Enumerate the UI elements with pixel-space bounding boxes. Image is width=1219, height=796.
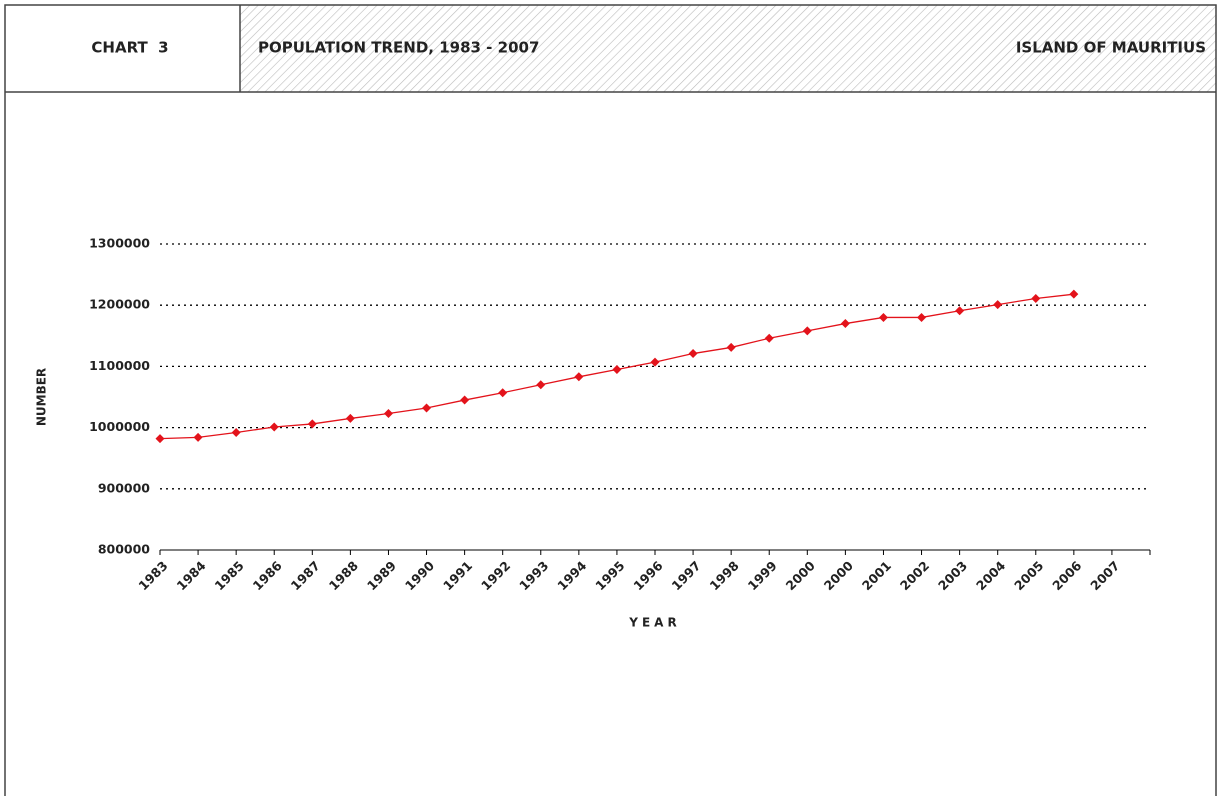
point — [574, 372, 584, 382]
chart-label: CHART 3 — [91, 39, 168, 57]
x-tick-label: 1984 — [173, 558, 208, 593]
point — [650, 357, 660, 367]
y-tick-label: 1300000 — [89, 236, 150, 251]
point — [764, 333, 774, 343]
x-tick-label: 1985 — [212, 558, 247, 593]
point — [993, 300, 1003, 310]
point — [498, 388, 508, 398]
x-tick-label: 1991 — [440, 558, 475, 593]
x-tick-label: 1997 — [668, 558, 703, 593]
point — [688, 349, 698, 359]
y-axis-label: NUMBER — [35, 368, 49, 426]
point — [840, 319, 850, 329]
x-tick-label: 2000 — [783, 558, 818, 593]
header-hatch — [240, 5, 1216, 92]
x-tick-label: 1983 — [135, 558, 170, 593]
x-tick-label: 1990 — [402, 558, 437, 593]
point — [536, 380, 546, 390]
x-tick-label: 1998 — [707, 558, 742, 593]
x-tick-label: 2000 — [821, 558, 856, 593]
x-tick-label: 2003 — [935, 558, 970, 593]
x-tick-label: 2004 — [973, 558, 1008, 593]
x-tick-label: 1988 — [326, 558, 361, 593]
x-tick-label: 2001 — [859, 558, 894, 593]
x-tick-label: 1992 — [478, 558, 513, 593]
x-tick-label: 1986 — [250, 558, 285, 593]
point — [1069, 289, 1079, 299]
point — [383, 409, 393, 419]
x-tick-label: 2002 — [897, 558, 932, 593]
point — [1031, 293, 1041, 303]
x-tick-label: 1993 — [516, 558, 551, 593]
x-tick-label: 1996 — [630, 558, 665, 593]
point — [878, 312, 888, 322]
x-tick-label: 2006 — [1049, 558, 1084, 593]
x-tick-label: 1995 — [592, 558, 627, 593]
point — [802, 326, 812, 336]
y-tick-label: 1100000 — [89, 358, 150, 373]
y-tick-label: 900000 — [98, 480, 150, 495]
x-tick-label: 1989 — [364, 558, 399, 593]
x-tick-label: 2007 — [1087, 558, 1122, 593]
point — [460, 395, 470, 405]
y-tick-label: 800000 — [98, 542, 150, 557]
x-tick-label: 1987 — [288, 558, 323, 593]
y-tick-label: 1000000 — [89, 419, 150, 434]
x-tick-label: 1994 — [554, 558, 589, 593]
point — [955, 306, 965, 316]
point — [422, 403, 432, 413]
x-tick-label: 2005 — [1011, 558, 1046, 593]
x-axis-label: YEAR — [628, 616, 680, 630]
chart-title: POPULATION TREND, 1983 - 2007 — [258, 39, 539, 57]
point — [726, 342, 736, 352]
point — [612, 364, 622, 374]
point — [345, 413, 355, 423]
x-tick-label: 1999 — [745, 558, 780, 593]
point — [231, 427, 241, 437]
point — [269, 422, 279, 432]
frame — [4, 4, 1217, 796]
point — [155, 434, 165, 444]
region: ISLAND OF MAURITIUS — [1016, 39, 1206, 57]
point — [917, 312, 927, 322]
y-tick-label: 1200000 — [89, 297, 150, 312]
point — [307, 419, 317, 429]
point — [193, 432, 203, 442]
